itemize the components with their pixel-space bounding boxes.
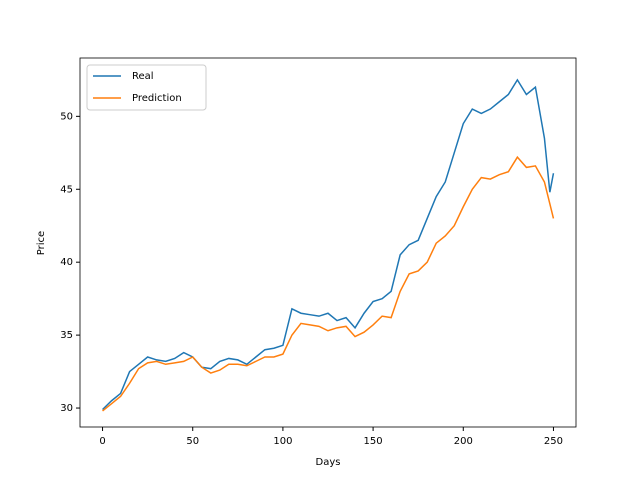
y-tick-label: 45 xyxy=(60,184,73,195)
x-tick-label: 200 xyxy=(454,436,473,447)
x-axis-label: Days xyxy=(316,457,341,468)
x-tick-label: 250 xyxy=(544,436,563,447)
x-tick-label: 100 xyxy=(273,436,292,447)
line-series xyxy=(102,78,555,411)
plot-frame xyxy=(79,57,577,428)
legend-label: Prediction xyxy=(132,93,182,104)
x-tick-label: 150 xyxy=(364,436,383,447)
x-tick-label: 0 xyxy=(99,436,105,447)
x-tick-label: 50 xyxy=(186,436,199,447)
y-tick-label: 35 xyxy=(60,330,73,341)
y-tick-label: 30 xyxy=(60,403,73,414)
y-tick-label: 50 xyxy=(60,111,73,122)
line-series xyxy=(102,155,555,412)
y-tick-label: 40 xyxy=(60,257,73,268)
legend-label: Real xyxy=(132,71,154,82)
y-axis-label: Price xyxy=(36,231,47,255)
